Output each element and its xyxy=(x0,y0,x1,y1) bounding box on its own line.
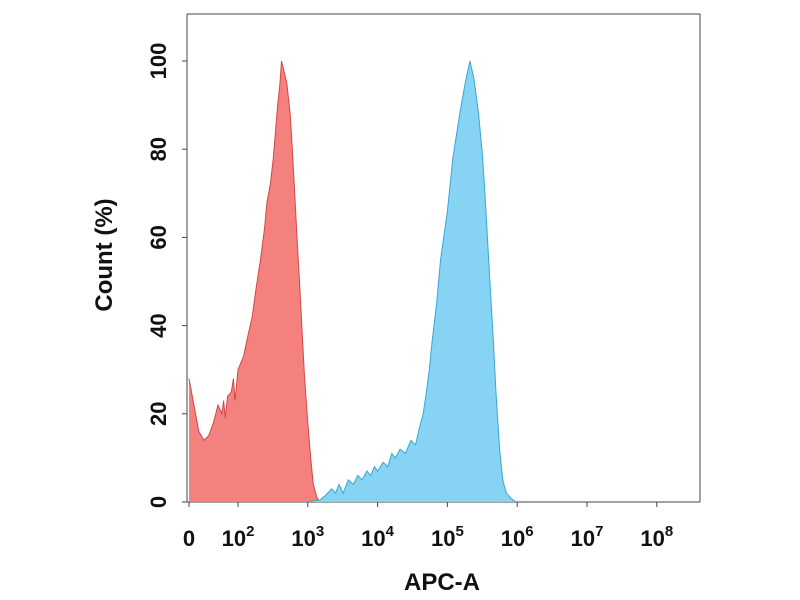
x-tick-label: 106 xyxy=(501,523,534,551)
series-1-area xyxy=(189,61,321,502)
x-axis-ticks: 0 102 103 104 105 106 107 108 xyxy=(183,502,673,551)
x-axis-title: APC-A xyxy=(404,569,480,596)
y-tick-label: 40 xyxy=(146,313,171,337)
series-2-area xyxy=(307,61,518,502)
x-tick-label: 107 xyxy=(571,523,604,551)
y-tick-label: 0 xyxy=(146,496,171,508)
y-axis-ticks: 0 20 40 60 80 100 xyxy=(146,43,187,508)
y-tick-label: 100 xyxy=(146,43,171,80)
y-tick-label: 80 xyxy=(146,137,171,161)
x-tick-label: 103 xyxy=(291,523,324,551)
y-axis-title: Count (%) xyxy=(91,198,118,311)
y-tick-label: 60 xyxy=(146,225,171,249)
x-tick-label: 0 xyxy=(183,526,195,551)
series-2-outline xyxy=(307,60,518,503)
x-tick-label: 102 xyxy=(222,523,255,551)
x-tick-label: 108 xyxy=(640,523,673,551)
y-tick-label: 20 xyxy=(146,402,171,426)
series-layer xyxy=(188,60,518,503)
x-tick-label: 104 xyxy=(361,523,394,551)
series-1-outline xyxy=(188,60,321,503)
x-tick-label: 105 xyxy=(431,523,464,551)
